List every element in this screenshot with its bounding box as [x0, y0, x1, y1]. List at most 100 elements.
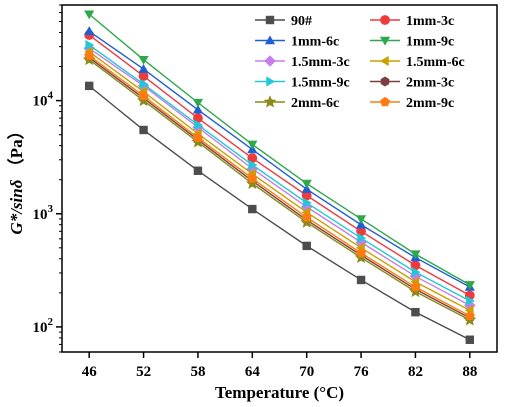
series-line	[88, 13, 471, 286]
data-point	[248, 204, 257, 214]
data-point	[84, 50, 95, 60]
data-point	[464, 310, 475, 321]
x-tick-label: 58	[190, 364, 205, 380]
data-point	[139, 125, 148, 135]
data-point	[355, 215, 367, 225]
data-point	[410, 281, 421, 292]
legend-marker	[380, 96, 390, 107]
series-line	[88, 30, 471, 288]
data-point	[302, 197, 312, 208]
legend-marker	[379, 36, 391, 46]
legend-marker	[265, 15, 275, 25]
data-point	[85, 39, 95, 51]
x-tick-label: 64	[245, 364, 261, 380]
legend: 90# 1mm-3c 1mm-6c 1mm-9c 1.5mm-3c 1.5mm-6c 1.5…	[255, 14, 465, 111]
x-tick-label: 46	[82, 364, 98, 380]
legend-marker	[264, 35, 276, 45]
data-point	[247, 173, 258, 183]
series-line	[88, 55, 471, 317]
series-line	[88, 34, 471, 296]
data-point	[301, 212, 312, 222]
data-point	[464, 281, 475, 291]
data-point	[194, 119, 204, 131]
legend-item: 2mm-3c	[370, 76, 454, 91]
series-line	[88, 44, 471, 302]
plot-frame	[61, 4, 498, 353]
x-tick-label: 82	[408, 364, 423, 380]
data-point	[193, 166, 203, 175]
series-line	[88, 51, 471, 311]
data-point	[192, 132, 203, 142]
legend-item: 1mm-3c	[370, 14, 454, 29]
data-point	[357, 232, 367, 244]
series-line	[88, 57, 471, 319]
legend-item: 2mm-6c	[255, 95, 339, 111]
y-axis-title-unit: （Pa）	[6, 122, 26, 175]
data-point	[84, 26, 95, 36]
legend-item: 1.5mm-6c	[370, 55, 465, 70]
legend-label: 1mm-3c	[406, 14, 454, 29]
plot-area	[82, 10, 477, 344]
data-point	[302, 241, 311, 251]
legend-label: 2mm-9c	[406, 96, 454, 111]
x-axis-title: Temperature (°C)	[215, 383, 344, 402]
data-point	[138, 55, 149, 65]
data-point	[356, 247, 367, 258]
data-point	[84, 81, 94, 91]
data-point	[465, 335, 475, 344]
legend-label: 90#	[291, 14, 312, 29]
data-point	[192, 98, 204, 108]
y-axis-title-main: G*/sinδ	[7, 179, 26, 234]
x-tick-label: 88	[462, 364, 477, 380]
series-1mm-9c	[84, 10, 475, 291]
legend-item: 1mm-9c	[370, 35, 454, 50]
legend-marker	[379, 55, 389, 67]
data-point	[466, 295, 475, 306]
legend-label: 1.5mm-3c	[291, 55, 350, 70]
data-point	[301, 184, 312, 193]
series-line	[88, 85, 471, 341]
data-point	[84, 10, 95, 20]
y-tick-label: 102	[33, 316, 54, 336]
x-tick-label: 70	[299, 364, 314, 380]
legend-item: 1mm-6c	[255, 35, 339, 50]
data-point	[356, 275, 366, 285]
data-point	[355, 219, 367, 229]
data-point	[411, 307, 420, 317]
legend-marker	[380, 15, 390, 25]
legend-label: 2mm-6c	[291, 96, 339, 111]
series-1mm-6c	[84, 26, 475, 291]
y-tick-label: 103	[33, 203, 54, 223]
legend-label: 1mm-9c	[406, 35, 454, 50]
data-point	[138, 63, 149, 73]
legend-label: 2mm-3c	[406, 76, 454, 91]
data-point	[192, 104, 204, 114]
series-line	[88, 47, 471, 306]
series-1.5mm-9c	[85, 39, 475, 306]
y-tick-label: 104	[33, 90, 54, 110]
legend-item: 90#	[255, 14, 312, 29]
x-tick-label: 52	[136, 364, 151, 380]
series-line	[88, 59, 471, 321]
axes: 46 52 58 64 70 76 82 88 102 103 104	[33, 4, 498, 380]
data-point	[411, 267, 421, 278]
data-point	[247, 140, 258, 150]
legend-marker	[263, 95, 277, 108]
series-90#	[84, 81, 475, 344]
x-tick-label: 76	[354, 364, 370, 380]
legend-marker	[380, 76, 390, 87]
data-point	[138, 90, 149, 101]
series-2mm-9c	[84, 50, 475, 321]
data-point	[410, 250, 421, 260]
legend-item: 1.5mm-9c	[255, 76, 350, 91]
legend-marker	[266, 76, 276, 87]
legend-marker	[264, 55, 276, 67]
data-point	[248, 159, 258, 171]
legend-label: 1mm-6c	[291, 35, 339, 50]
data-point	[301, 179, 312, 189]
legend-label: 1.5mm-6c	[406, 55, 465, 70]
y-axis-title: G*/sinδ （Pa）	[6, 122, 26, 234]
legend-label: 1.5mm-9c	[291, 76, 350, 91]
legend-item: 2mm-9c	[370, 96, 454, 111]
